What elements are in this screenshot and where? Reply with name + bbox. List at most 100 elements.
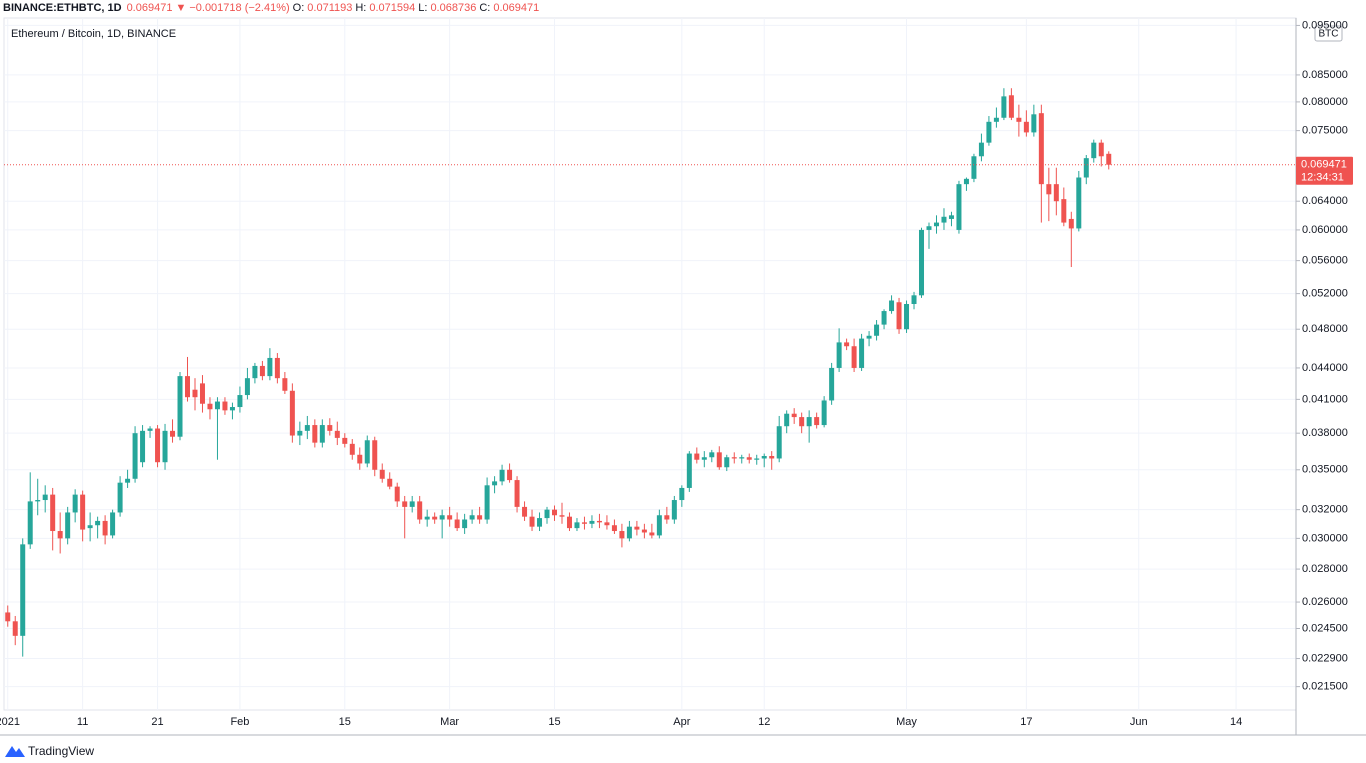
change-arrow: ▼ [175, 2, 187, 14]
candle-body [229, 407, 235, 411]
countdown-label: 12:34:31 [1301, 172, 1344, 184]
candle-body [267, 357, 273, 377]
candle-body [477, 515, 483, 520]
logo-icon[interactable] [5, 746, 25, 757]
candle-body [1053, 184, 1059, 202]
plot-frame [3, 17, 1297, 711]
candle-body [604, 522, 610, 526]
candle-body [155, 428, 161, 463]
candle-body [132, 433, 138, 479]
y-tick-label: 0.080000 [1302, 96, 1348, 108]
candle-body [529, 516, 535, 527]
candle-body [439, 515, 445, 520]
candle-body [799, 417, 805, 427]
candle-body [956, 184, 962, 230]
candle-body [611, 525, 617, 532]
candle-body [739, 457, 745, 459]
candle-body [327, 425, 333, 431]
candle-body [522, 506, 528, 517]
candle-body [978, 142, 984, 157]
candle-body [1001, 96, 1007, 118]
candle-body [679, 487, 685, 501]
candles [4, 88, 1296, 657]
candle-body [5, 612, 11, 622]
candle-body [986, 121, 992, 143]
candle-body [297, 430, 303, 436]
candle-body [379, 469, 385, 479]
candle-body [312, 425, 318, 443]
candle-body [484, 485, 490, 520]
candle-body [282, 378, 288, 391]
candle-body [574, 522, 580, 529]
candle-body [222, 401, 228, 411]
candle-body [814, 417, 820, 426]
candle-body [686, 453, 692, 488]
candle-body [896, 302, 902, 330]
candle-body [566, 516, 572, 529]
candle-body [851, 346, 857, 368]
change: −0.001718 (−2.41%) [189, 2, 290, 14]
candle-body [776, 426, 782, 459]
candle-body [859, 338, 865, 368]
candle-body [147, 428, 153, 431]
candle-body [42, 494, 48, 501]
brand[interactable]: TradingView [28, 744, 94, 758]
candle-body [65, 512, 71, 539]
candle-body [409, 501, 415, 507]
candle-body [596, 520, 602, 523]
candle-body [364, 440, 370, 464]
y-tick-label: 0.028000 [1302, 563, 1348, 575]
candle-body [709, 452, 715, 458]
candle-body [50, 494, 56, 532]
y-tick-label: 0.032000 [1302, 504, 1348, 516]
candle-body [836, 342, 842, 368]
logo[interactable]: TradingView [5, 744, 94, 758]
candle-body [417, 501, 423, 520]
y-tick-label: 0.095000 [1302, 19, 1348, 31]
candle-body [559, 515, 565, 517]
candle-body [821, 400, 827, 426]
candle-body [1106, 153, 1112, 165]
candle-body [694, 453, 700, 460]
unit-badge-text[interactable]: BTC [1319, 29, 1339, 40]
y-tick-label: 0.064000 [1302, 195, 1348, 207]
candle-body [919, 229, 925, 296]
candle-body [552, 509, 558, 516]
x-tick-label: Mar [440, 716, 459, 728]
close-label: C: [479, 2, 491, 14]
candle-body [514, 480, 520, 507]
candle-body [754, 458, 760, 460]
candle-body [948, 215, 954, 219]
low-value: 0.068736 [430, 2, 477, 14]
candle-body [57, 531, 63, 539]
candle-body [12, 621, 18, 636]
candle-body [170, 430, 176, 437]
x-tick-label: 15 [339, 716, 351, 728]
candle-body [80, 494, 86, 530]
candle-body [304, 425, 310, 431]
y-tick-label: 0.056000 [1302, 255, 1348, 267]
candle-body [941, 216, 947, 223]
candle-body [844, 342, 850, 347]
x-tick-label: 21 [151, 716, 163, 728]
candle-body [199, 383, 205, 404]
candle-body [889, 300, 895, 312]
low-label: L: [418, 2, 428, 14]
candle-body [27, 501, 33, 545]
candle-body [192, 389, 198, 398]
y-tick-label: 0.021500 [1302, 681, 1348, 693]
unit-badge[interactable] [1314, 25, 1343, 42]
candle-body [769, 456, 775, 459]
candle-body [334, 430, 340, 438]
candle-body [507, 469, 513, 481]
candle-body [252, 365, 258, 379]
candle-body [1061, 199, 1067, 223]
candle-body [207, 403, 213, 410]
candle-body [904, 303, 910, 330]
candle-body [35, 500, 41, 502]
open-value: 0.071193 [307, 2, 353, 14]
candle-body [125, 478, 131, 483]
candle-body [432, 516, 438, 520]
